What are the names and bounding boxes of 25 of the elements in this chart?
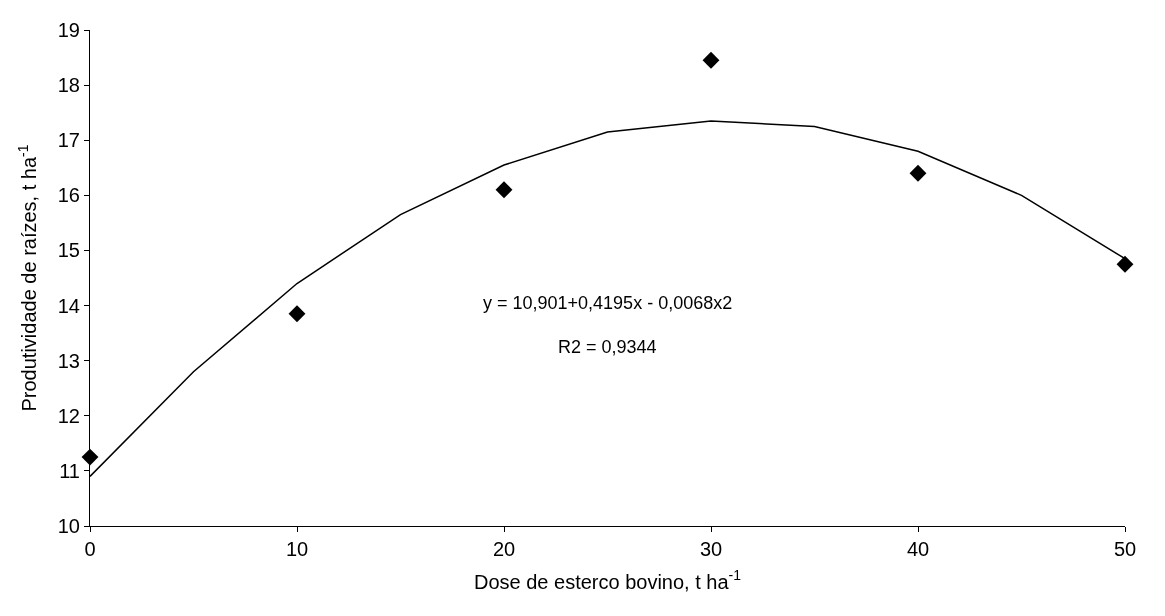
x-tick-label: 50 (1113, 538, 1137, 560)
x-axis-title: Dose de esterco bovino, t ha$^{-1}$ (473, 567, 742, 593)
x-tick-label: 20 (492, 538, 516, 560)
y-tick-label: 18 (57, 74, 80, 97)
y-tick-label: 17 (57, 129, 80, 152)
point (288, 305, 306, 323)
y-tick-label: 10 (57, 515, 80, 537)
x-tick-label: 30 (699, 538, 723, 560)
y-tick-label: 16 (57, 184, 80, 207)
x-tick-label: 40 (906, 538, 930, 560)
annotation: y = 10,901+0,4195x - 0,0068x2 (483, 293, 733, 313)
y-tick-label: 13 (57, 349, 80, 372)
x-tick-label: 10 (285, 538, 309, 560)
y-tick-label: 15 (57, 239, 80, 262)
y-tick-label: 12 (57, 404, 80, 427)
y-tick-label: 14 (57, 294, 80, 317)
y-tick-label: 11 (59, 459, 80, 482)
point (495, 181, 513, 199)
y-tick-label: 19 (57, 19, 80, 41)
point (702, 51, 720, 69)
annotation: R2 = 0,9344 (558, 337, 657, 357)
point (909, 164, 927, 182)
point (81, 448, 99, 466)
x-tick-label: 0 (84, 538, 96, 560)
point (1116, 255, 1134, 273)
